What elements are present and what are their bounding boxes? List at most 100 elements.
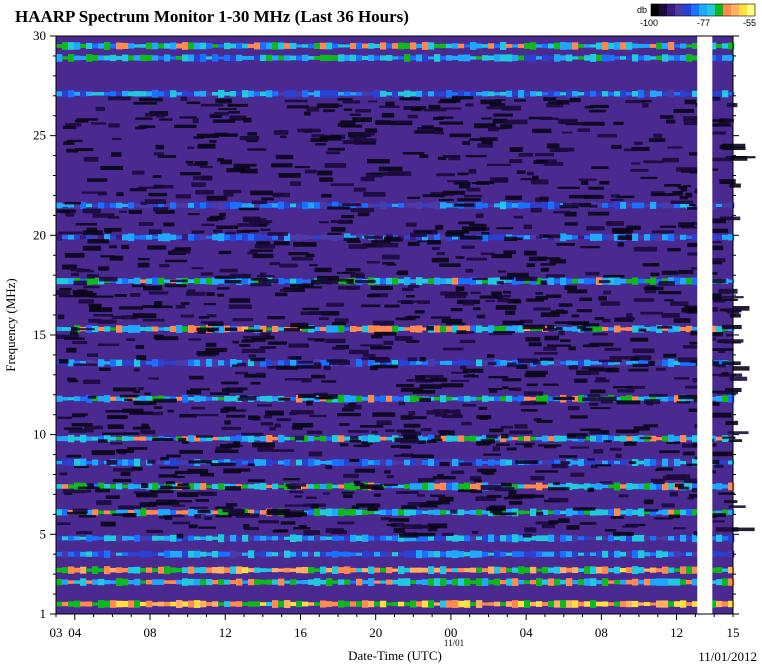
noise-cell — [487, 494, 502, 498]
band-segment — [512, 54, 519, 61]
band-segment — [416, 458, 423, 467]
band-segment — [230, 436, 237, 441]
band-segment — [152, 552, 159, 556]
band-segment — [308, 535, 315, 541]
band-segment — [320, 435, 327, 442]
band-segment — [200, 396, 207, 402]
band-segment — [74, 567, 81, 573]
noise-cell — [579, 428, 601, 431]
band-segment — [92, 551, 99, 557]
band-segment — [374, 396, 381, 402]
band-segment — [632, 233, 639, 242]
noise-cell — [600, 400, 614, 404]
noise-cell — [546, 143, 560, 149]
noise-cell — [560, 339, 571, 343]
noise-cell — [451, 96, 474, 100]
band-segment — [524, 567, 531, 573]
noise-cell — [329, 359, 350, 365]
band-segment — [194, 201, 201, 210]
band-segment — [614, 460, 621, 465]
band-segment — [350, 395, 357, 402]
band-segment — [620, 278, 627, 284]
band-segment — [152, 482, 159, 491]
band-segment — [176, 460, 183, 465]
noise-cell — [337, 98, 353, 101]
noise-cell — [675, 167, 699, 172]
noise-cell — [439, 430, 455, 436]
band-segment — [56, 326, 63, 332]
noise-cell — [223, 468, 241, 474]
noise-cell — [726, 103, 738, 108]
band-segment — [122, 54, 129, 62]
colorbar-swatch — [683, 4, 692, 16]
band-segment — [662, 91, 669, 97]
band-segment — [254, 325, 261, 333]
band-segment — [254, 55, 261, 61]
band-segment — [170, 234, 177, 240]
band-segment — [542, 435, 549, 442]
band-segment — [320, 483, 327, 490]
band-segment — [452, 55, 459, 61]
noise-cell — [374, 331, 397, 336]
band-segment — [488, 566, 495, 574]
band-segment — [116, 509, 123, 515]
noise-cell — [456, 198, 480, 201]
band-segment — [92, 325, 99, 333]
noise-cell — [719, 373, 743, 377]
band-segment — [272, 536, 279, 541]
band-segment — [632, 483, 639, 490]
noise-cell — [469, 138, 486, 141]
noise-cell — [371, 430, 378, 434]
noise-cell — [327, 232, 342, 235]
noise-cell — [486, 106, 508, 110]
noise-cell — [655, 367, 666, 371]
noise-cell — [644, 508, 659, 512]
noise-cell — [584, 194, 604, 199]
band-segment — [680, 552, 687, 556]
band-segment — [236, 234, 243, 241]
noise-cell — [473, 307, 481, 311]
band-segment — [218, 483, 225, 490]
band-segment — [140, 567, 147, 573]
noise-cell — [704, 258, 726, 263]
band-segment — [662, 509, 669, 516]
noise-cell — [289, 181, 302, 186]
band-segment — [410, 459, 417, 466]
band-segment — [650, 326, 657, 332]
band-segment — [452, 578, 459, 586]
band-segment — [644, 602, 651, 607]
band-segment — [92, 566, 99, 575]
noise-cell — [439, 121, 464, 125]
band-segment — [620, 535, 627, 542]
noise-cell — [632, 363, 649, 367]
band-segment — [380, 90, 387, 97]
band-segment — [464, 395, 471, 402]
band-segment — [476, 600, 483, 608]
noise-cell — [323, 109, 335, 113]
noise-cell — [520, 409, 538, 412]
noise-cell — [165, 481, 176, 485]
band-segment — [368, 203, 375, 208]
band-segment — [608, 459, 615, 466]
noise-cell — [509, 159, 523, 164]
band-segment — [140, 550, 147, 558]
band-segment — [254, 567, 261, 573]
noise-cell — [218, 108, 237, 111]
noise-cell — [97, 343, 120, 347]
band-segment — [554, 600, 561, 608]
band-segment — [374, 459, 381, 466]
noise-cell — [585, 271, 600, 276]
noise-cell — [71, 272, 79, 277]
band-segment — [506, 395, 513, 402]
band-segment — [506, 552, 513, 556]
band-segment — [404, 235, 411, 240]
noise-cell — [273, 130, 289, 135]
noise-cell — [522, 324, 546, 330]
noise-cell — [571, 314, 580, 318]
band-segment — [530, 202, 537, 209]
band-segment — [500, 201, 507, 210]
noise-cell — [642, 263, 660, 267]
band-segment — [134, 484, 141, 489]
band-segment — [446, 435, 453, 442]
noise-cell — [716, 513, 726, 517]
